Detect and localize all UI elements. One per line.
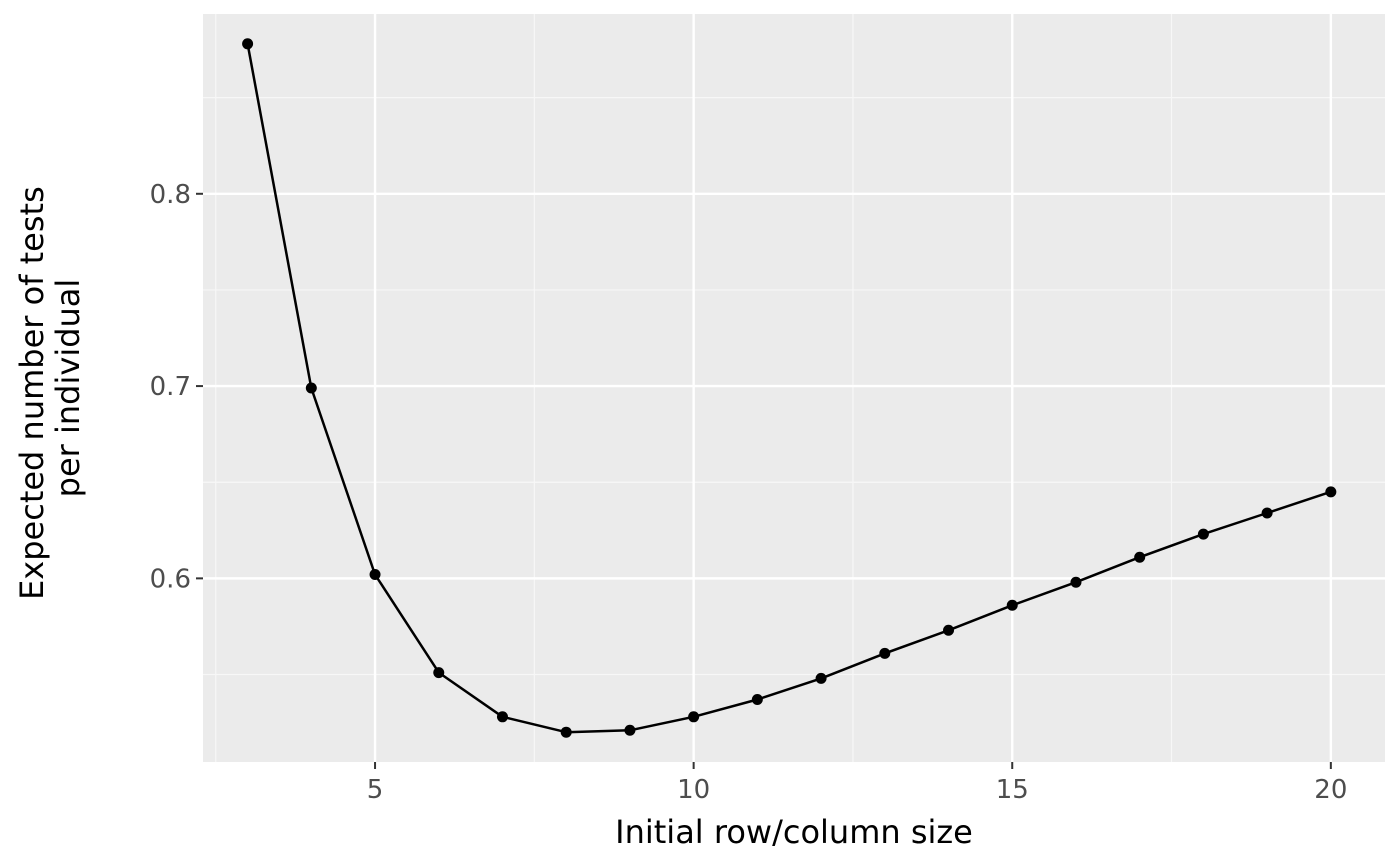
x-axis-title: Initial row/column size xyxy=(615,813,973,851)
x-tick-label: 15 xyxy=(996,775,1029,805)
data-point xyxy=(943,624,955,636)
data-point xyxy=(369,569,381,581)
data-points xyxy=(242,38,1337,738)
plot-panel xyxy=(203,14,1385,762)
data-point xyxy=(1134,551,1146,563)
data-point xyxy=(496,711,508,723)
data-point xyxy=(1070,576,1082,588)
y-axis-title: Expected number of tests per individual xyxy=(13,176,87,600)
data-point xyxy=(1325,486,1337,498)
x-tick-label: 20 xyxy=(1314,775,1347,805)
data-point xyxy=(751,694,763,706)
y-axis-title-line-2: per individual xyxy=(49,279,87,498)
series-line xyxy=(246,43,1332,734)
y-axis: 0.6 0.7 0.8 xyxy=(150,180,203,594)
data-point xyxy=(879,647,891,659)
grid-minor-lines xyxy=(203,14,1385,762)
y-axis-title-line-1: Expected number of tests xyxy=(13,186,51,600)
data-point xyxy=(815,672,827,684)
data-point xyxy=(1197,528,1209,540)
y-tick-label: 0.6 xyxy=(150,564,191,594)
data-point xyxy=(688,711,700,723)
x-tick-label: 10 xyxy=(677,775,710,805)
y-tick-label: 0.7 xyxy=(150,372,191,402)
data-point xyxy=(1261,507,1273,519)
data-point xyxy=(242,38,254,50)
data-point xyxy=(560,726,572,738)
data-point xyxy=(1006,599,1018,611)
y-tick-label: 0.8 xyxy=(150,180,191,210)
data-point xyxy=(305,382,317,394)
x-tick-label: 5 xyxy=(367,775,384,805)
data-point xyxy=(624,724,636,736)
grid-major-lines xyxy=(203,14,1385,762)
data-point xyxy=(433,667,445,679)
x-axis: 5 10 15 20 xyxy=(367,762,1347,805)
